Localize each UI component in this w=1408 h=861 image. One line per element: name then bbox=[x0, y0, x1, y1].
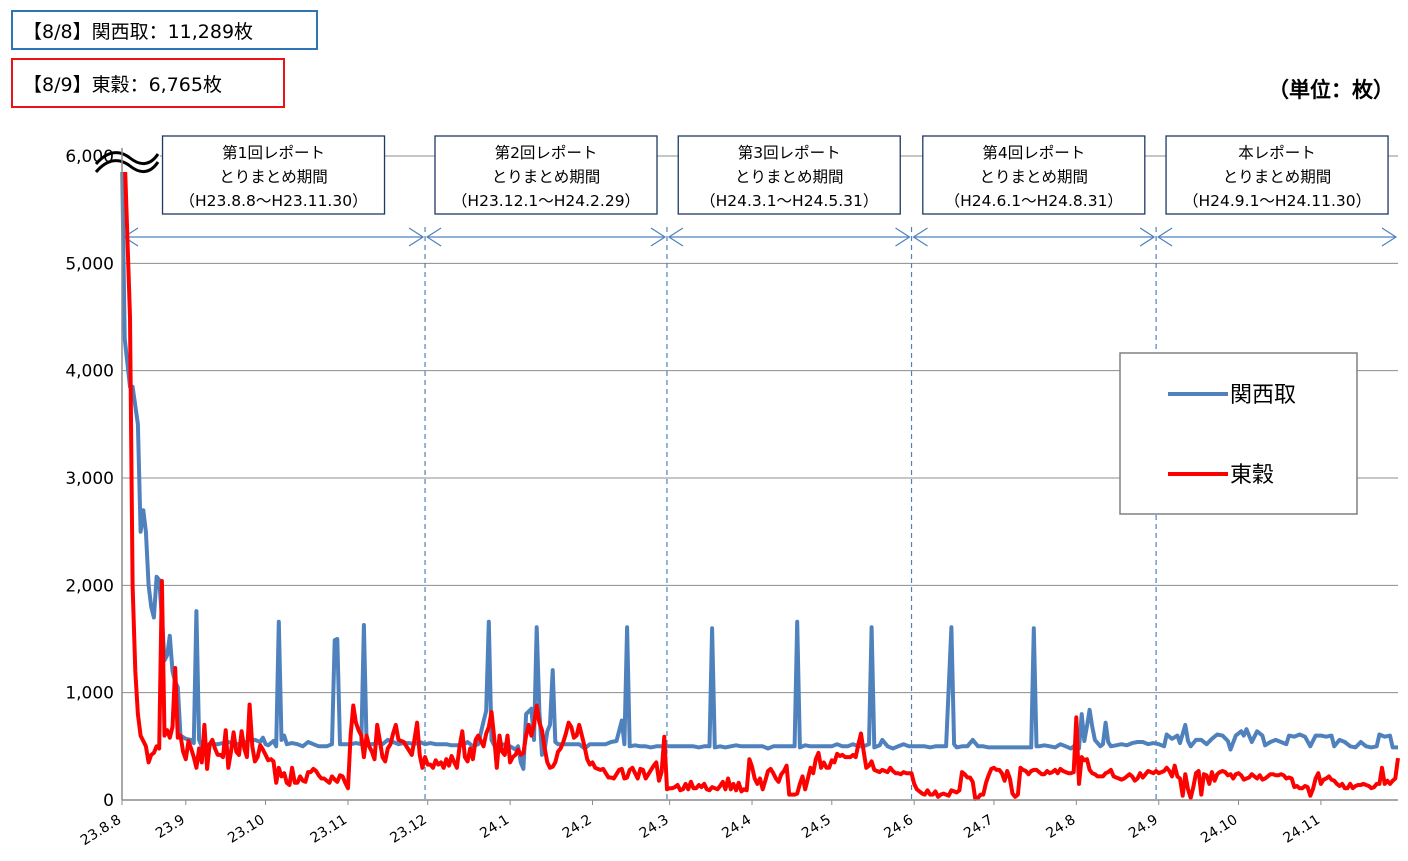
peak-note-toukoku: 【8/9】東穀：6,765枚 bbox=[11, 58, 285, 108]
y-tick-label: 6,000 bbox=[65, 147, 114, 167]
y-tick-label: 4,000 bbox=[65, 362, 114, 382]
legend-box bbox=[1119, 352, 1358, 515]
period-label-box bbox=[1165, 135, 1389, 215]
x-tick-label: 23.12 bbox=[387, 812, 429, 847]
period-label-line2: とりまとめ期間 bbox=[492, 168, 601, 186]
period-label-box bbox=[677, 135, 901, 215]
x-tick-label: 24.9 bbox=[1126, 812, 1161, 842]
x-tick-label: 24.1 bbox=[477, 812, 512, 842]
x-tick-label: 24.5 bbox=[799, 812, 834, 842]
x-tick-label: 23.8.8 bbox=[78, 812, 124, 849]
period-label-line3: （H24.3.1～H24.5.31） bbox=[700, 192, 878, 210]
x-tick-label: 24.4 bbox=[719, 812, 754, 842]
series-line-toukoku bbox=[122, 155, 1400, 801]
y-tick-label: 3,000 bbox=[65, 469, 114, 489]
y-tick-label: 5,000 bbox=[65, 254, 114, 274]
arrow-head-right bbox=[408, 227, 425, 247]
period-label-line1: 第1回レポート bbox=[222, 144, 325, 162]
period-boxes: 第1回レポートとりまとめ期間（H23.8.8～H23.11.30）第2回レポート… bbox=[122, 135, 1398, 800]
x-tick-label: 23.11 bbox=[308, 812, 350, 847]
peak-note-kansai: 【8/8】関西取：11,289枚 bbox=[11, 10, 318, 50]
unit-label: （単位：枚） bbox=[1268, 78, 1394, 102]
y-tick-label: 2,000 bbox=[65, 576, 114, 596]
period-label-line3: （H24.6.1～H24.8.31） bbox=[945, 192, 1123, 210]
period-label-line2: とりまとめ期間 bbox=[980, 168, 1089, 186]
period-label-box bbox=[922, 135, 1146, 215]
x-tick-label: 23.9 bbox=[153, 812, 188, 842]
x-tick-label: 24.2 bbox=[560, 812, 595, 842]
period-label-line1: 第2回レポート bbox=[495, 144, 598, 162]
arrow-head-right bbox=[1381, 227, 1398, 247]
x-tick-label: 24.6 bbox=[881, 812, 916, 842]
x-tick-label: 24.8 bbox=[1044, 812, 1079, 842]
x-tick-label: 24.7 bbox=[961, 812, 996, 842]
period-label-line2: とりまとめ期間 bbox=[1223, 168, 1332, 186]
arrow-head-left bbox=[1156, 227, 1173, 247]
legend: 関西取 東穀 bbox=[1119, 352, 1358, 515]
x-tick-label: 24.11 bbox=[1281, 812, 1323, 847]
x-tick-label: 24.3 bbox=[637, 812, 672, 842]
period-label-line1: 本レポート bbox=[1238, 144, 1316, 162]
period-label-box bbox=[161, 135, 386, 215]
period-label-line2: とりまとめ期間 bbox=[735, 168, 844, 186]
period-label-line3: （H23.12.1～H24.2.29） bbox=[452, 192, 640, 210]
legend-label-kansai: 関西取 bbox=[1230, 383, 1296, 408]
arrow-head-right bbox=[895, 227, 911, 247]
series-line-kansai bbox=[120, 155, 1398, 771]
period-label-line1: 第4回レポート bbox=[982, 144, 1085, 162]
arrow-head-right bbox=[1139, 227, 1156, 247]
x-tick-label: 23.10 bbox=[225, 812, 267, 847]
axis-break-mark bbox=[94, 146, 160, 174]
y-tick-label: 0 bbox=[103, 791, 114, 811]
period-label-line3: （H23.8.8～H23.11.30） bbox=[179, 192, 367, 210]
x-tick-label: 24.10 bbox=[1198, 812, 1240, 847]
arrow-head-right bbox=[650, 227, 667, 247]
period-label-line1: 第3回レポート bbox=[738, 144, 841, 162]
legend-label-toukoku: 東穀 bbox=[1230, 463, 1274, 488]
series-layer bbox=[120, 155, 1400, 801]
arrow-head-left bbox=[667, 227, 684, 247]
period-label-line2: とりまとめ期間 bbox=[219, 168, 328, 186]
arrow-head-left bbox=[425, 227, 442, 247]
arrow-head-left bbox=[912, 227, 928, 247]
period-label-line3: （H24.9.1～H24.11.30） bbox=[1183, 192, 1371, 210]
y-tick-label: 1,000 bbox=[65, 684, 114, 704]
period-label-box bbox=[434, 135, 658, 215]
